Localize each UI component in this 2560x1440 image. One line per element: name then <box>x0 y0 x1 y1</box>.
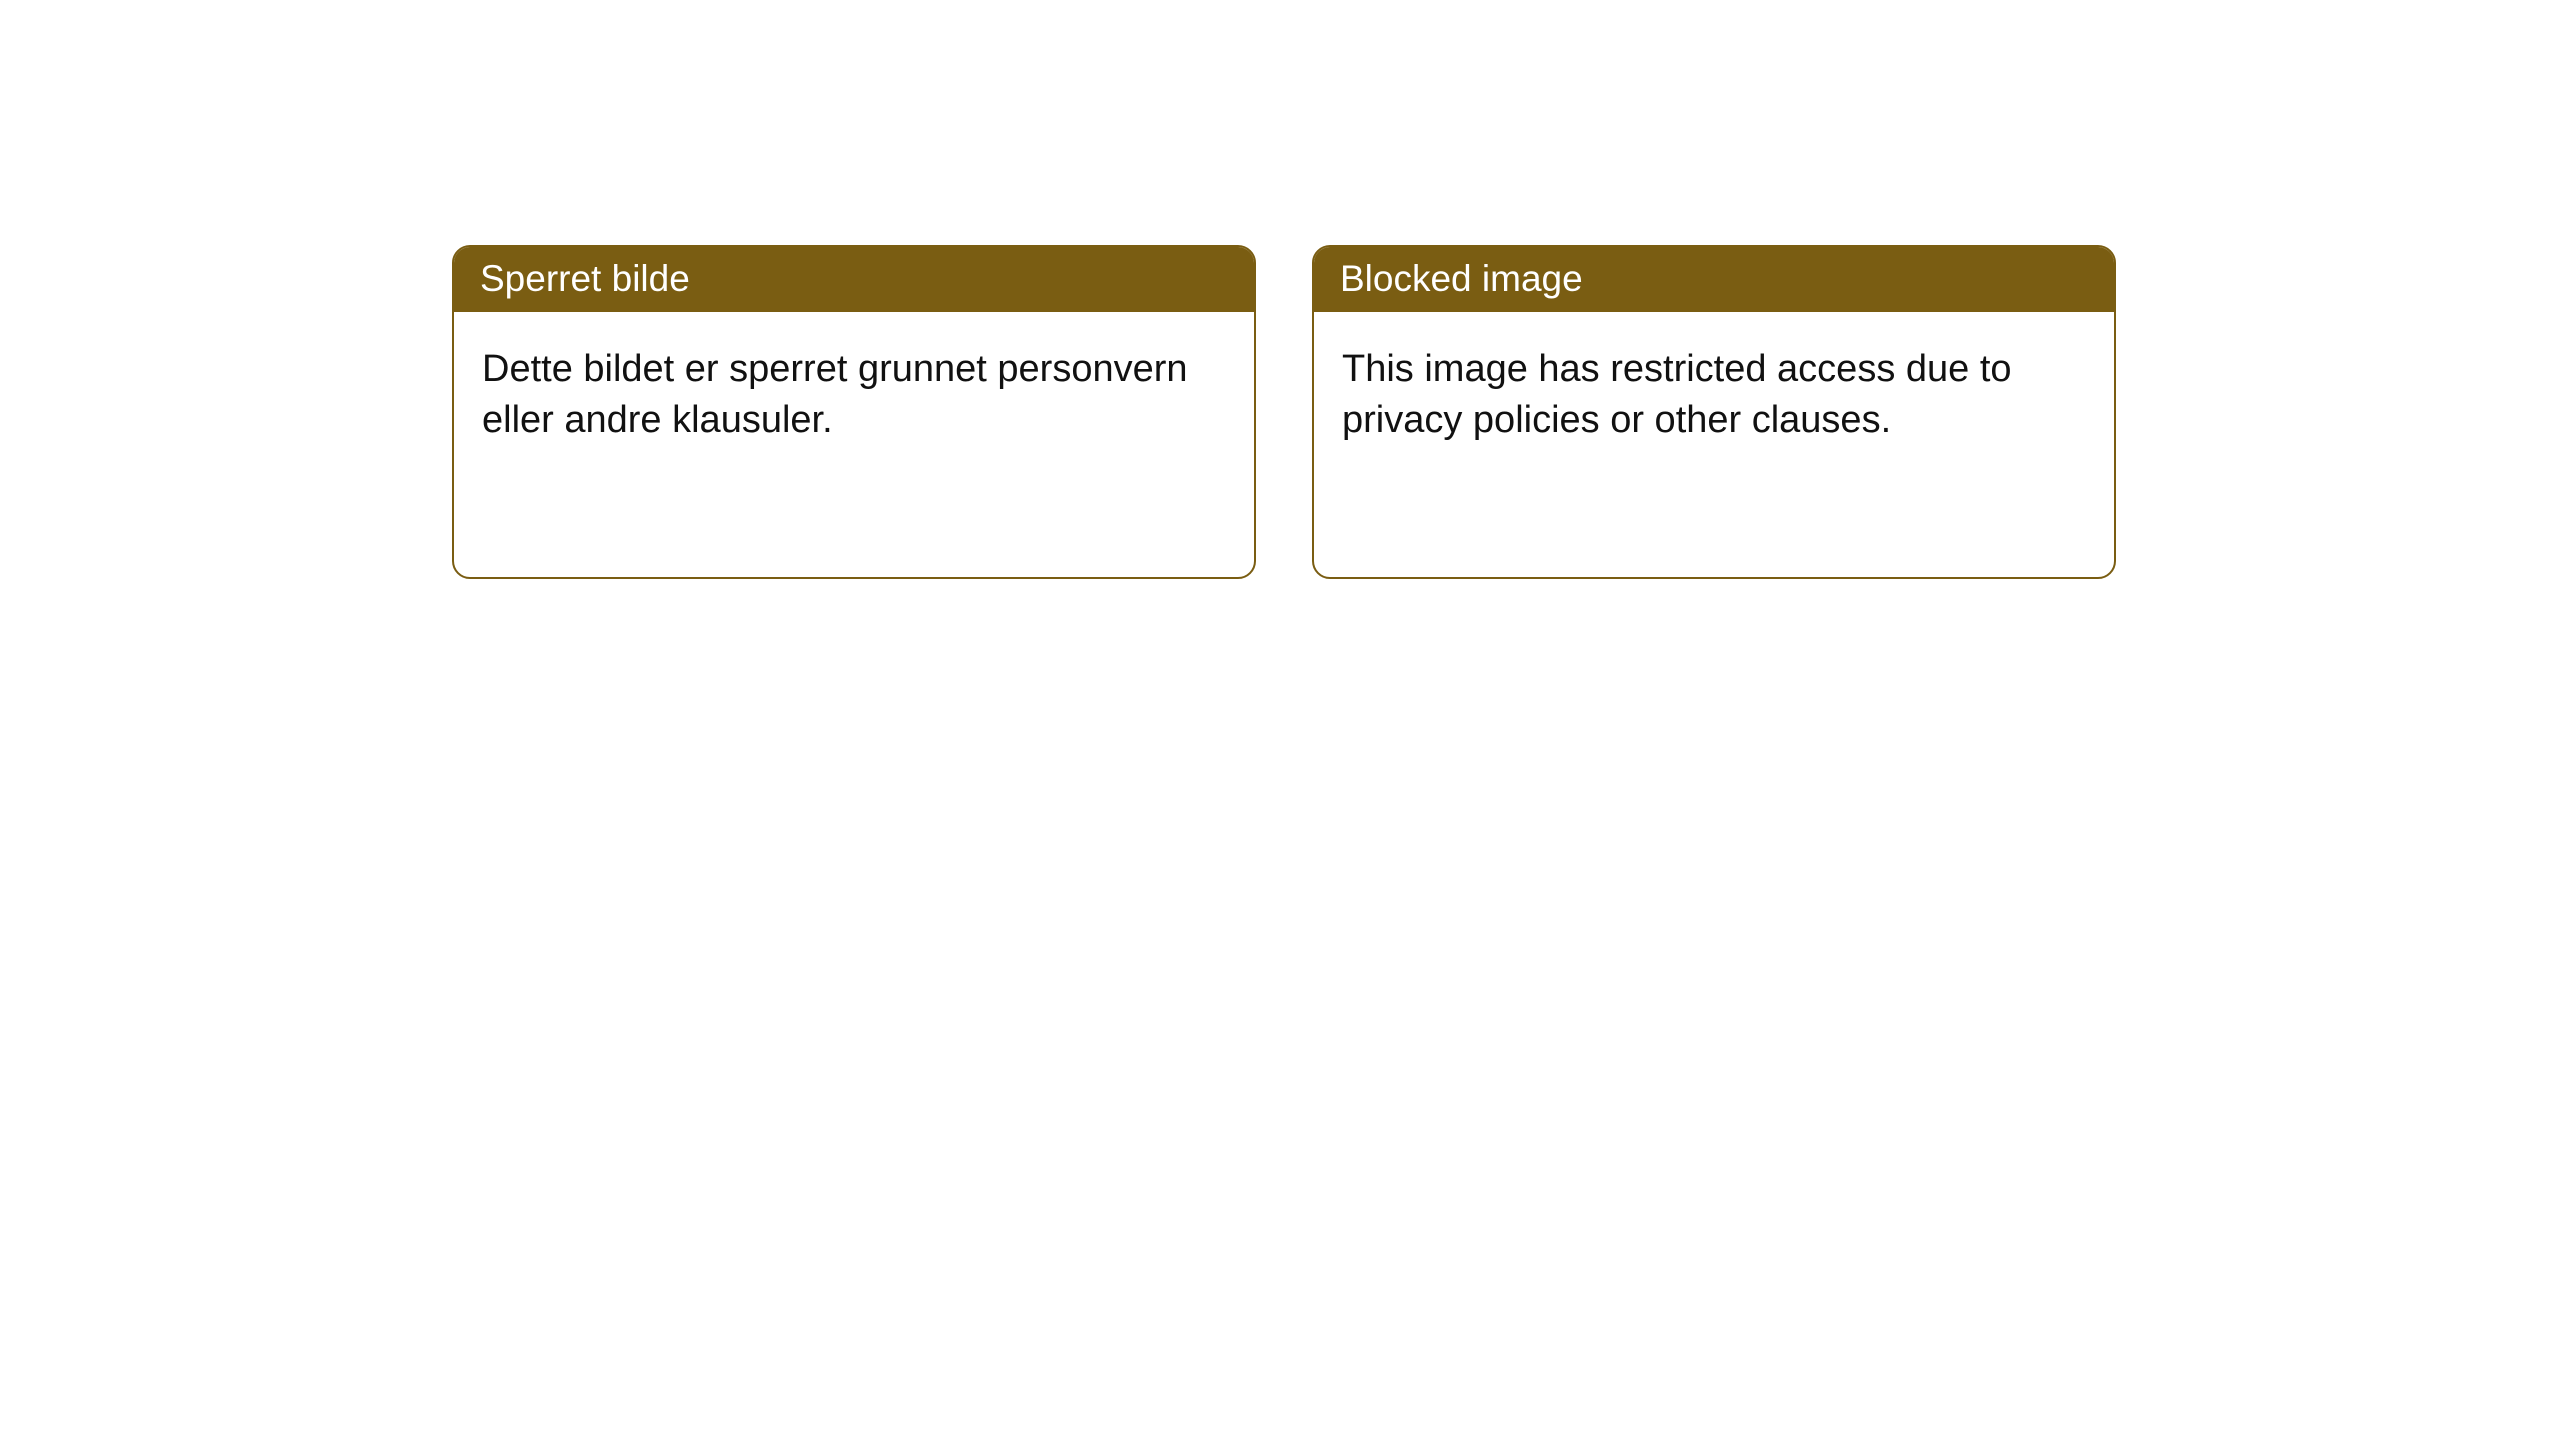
card-body-text: This image has restricted access due to … <box>1342 348 2012 441</box>
card-title: Sperret bilde <box>480 258 690 299</box>
card-header: Sperret bilde <box>454 247 1254 312</box>
card-body-text: Dette bildet er sperret grunnet personve… <box>482 348 1188 441</box>
notice-cards-container: Sperret bilde Dette bildet er sperret gr… <box>0 0 2560 579</box>
card-body: Dette bildet er sperret grunnet personve… <box>454 312 1254 479</box>
card-title: Blocked image <box>1340 258 1583 299</box>
card-header: Blocked image <box>1314 247 2114 312</box>
notice-card-english: Blocked image This image has restricted … <box>1312 245 2116 579</box>
notice-card-norwegian: Sperret bilde Dette bildet er sperret gr… <box>452 245 1256 579</box>
card-body: This image has restricted access due to … <box>1314 312 2114 479</box>
